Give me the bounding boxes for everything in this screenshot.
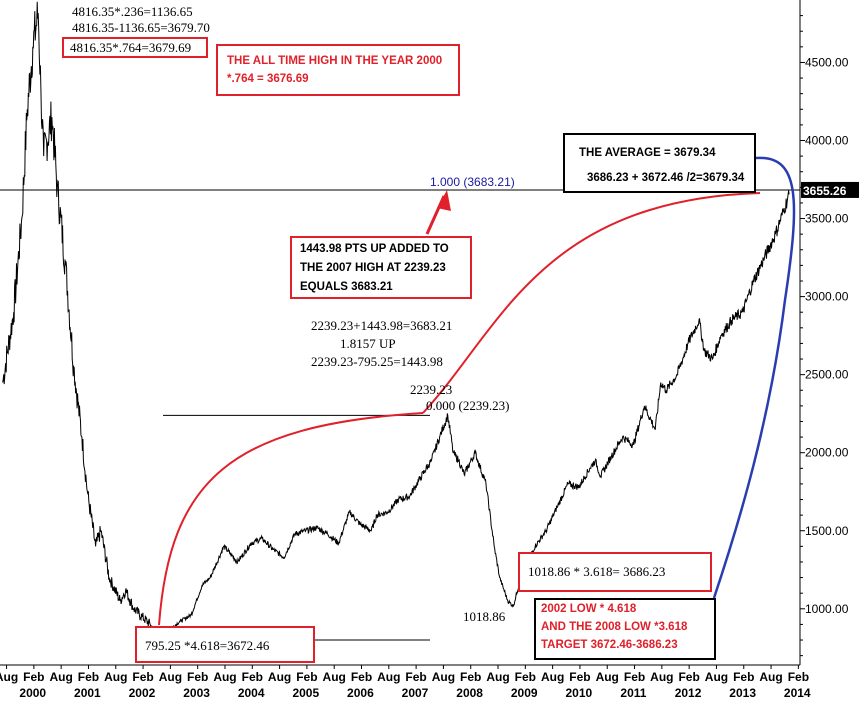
last-price-label: 3655.26 bbox=[803, 184, 847, 198]
ath-line-2: *.764 = 3676.69 bbox=[227, 73, 309, 85]
x-month-label: Feb bbox=[733, 670, 754, 684]
price-series-line bbox=[2, 1, 790, 644]
x-month-label: Aug bbox=[759, 670, 782, 684]
x-month-label: Feb bbox=[187, 670, 208, 684]
x-year-label: 2010 bbox=[565, 686, 592, 700]
x-month-label: Feb bbox=[132, 670, 153, 684]
x-month-label: Aug bbox=[323, 670, 346, 684]
x-month-label: Feb bbox=[23, 670, 44, 684]
x-year-label: 2008 bbox=[456, 686, 483, 700]
y-tick-label: 4500.00 bbox=[805, 55, 849, 69]
low-2008-box: 1018.86 * 3.618= 3686.23 bbox=[518, 552, 712, 592]
y-tick-label: 1000.00 bbox=[805, 602, 849, 616]
x-month-label: Aug bbox=[541, 670, 564, 684]
x-month-label: Feb bbox=[405, 670, 426, 684]
target-line-1: 2002 LOW * 4.618 bbox=[541, 603, 637, 615]
average-box: THE AVERAGE = 3679.34 3686.23 + 3672.46 … bbox=[563, 133, 756, 193]
average-line-1: THE AVERAGE = 3679.34 bbox=[579, 147, 716, 159]
x-month-label: Aug bbox=[159, 670, 182, 684]
x-month-label: Aug bbox=[650, 670, 673, 684]
y-tick-label: 2500.00 bbox=[805, 368, 849, 382]
x-month-label: Aug bbox=[213, 670, 236, 684]
series-layer bbox=[2, 1, 790, 644]
x-year-label: 2002 bbox=[129, 686, 156, 700]
header-box: 4816.35*.764=3679.69 bbox=[62, 37, 208, 58]
x-year-label: 2005 bbox=[292, 686, 319, 700]
x-year-label: 2003 bbox=[183, 686, 210, 700]
red-curve-2008-to-target bbox=[422, 192, 761, 414]
calc-line-2: 1.8157 UP bbox=[340, 336, 396, 351]
x-year-label: 2013 bbox=[729, 686, 756, 700]
x-month-label: Aug bbox=[104, 670, 127, 684]
x-month-label: Feb bbox=[296, 670, 317, 684]
y-tick-label: 4000.00 bbox=[805, 133, 849, 147]
low-2008-calc: 1018.86 * 3.618= 3686.23 bbox=[528, 564, 666, 579]
x-month-label: Feb bbox=[515, 670, 536, 684]
x-month-label: Aug bbox=[486, 670, 509, 684]
x-year-label: 2007 bbox=[402, 686, 429, 700]
x-month-label: Aug bbox=[49, 670, 72, 684]
fib-top-label: 1.000 (3683.21) bbox=[430, 175, 515, 189]
low-2002-calc: 795.25 *4.618=3672.46 bbox=[145, 638, 270, 653]
x-month-label: Feb bbox=[678, 670, 699, 684]
x-month-label: Aug bbox=[377, 670, 400, 684]
x-month-label: Feb bbox=[788, 670, 809, 684]
x-month-label: Feb bbox=[569, 670, 590, 684]
calc-line-3: 2239.23-795.25=1443.98 bbox=[311, 354, 443, 369]
header-line-1: 4816.35*.236=1136.65 bbox=[72, 4, 193, 19]
tick-labels: 1000.00 1500.00 2000.00 2500.00 3000.00 3500.… bbox=[0, 55, 849, 700]
y-tick-label: 3000.00 bbox=[805, 290, 849, 304]
low-2008-label: 1018.86 bbox=[463, 609, 506, 624]
x-month-label: Aug bbox=[596, 670, 619, 684]
x-month-label: Aug bbox=[0, 670, 18, 684]
calc-line-1: 2239.23+1443.98=3683.21 bbox=[311, 318, 453, 333]
target-box: 2002 LOW * 4.618 AND THE 2008 LOW *3.618… bbox=[534, 598, 716, 660]
red-curve-2002-to-2007 bbox=[158, 412, 424, 626]
x-year-label: 2014 bbox=[784, 686, 811, 700]
x-month-label: Feb bbox=[624, 670, 645, 684]
header-line-2: 4816.35-1136.65=3679.70 bbox=[72, 20, 210, 35]
x-month-label: Aug bbox=[268, 670, 291, 684]
x-year-label: 2012 bbox=[675, 686, 702, 700]
pts-line-3: EQUALS 3683.21 bbox=[300, 281, 393, 293]
red-arrow-head bbox=[437, 190, 451, 211]
pts-line-1: 1443.98 PTS UP ADDED TO bbox=[300, 243, 449, 255]
axes bbox=[0, 0, 859, 669]
average-line-2: 3686.23 + 3672.46 /2=3679.34 bbox=[587, 172, 745, 184]
header-box-text: 4816.35*.764=3679.69 bbox=[70, 40, 192, 55]
x-year-label: 2011 bbox=[620, 686, 646, 700]
x-year-label: 2004 bbox=[238, 686, 265, 700]
x-month-label: Feb bbox=[78, 670, 99, 684]
y-tick-label: 2000.00 bbox=[805, 446, 849, 460]
last-price-badge bbox=[801, 181, 859, 198]
x-year-label: 2009 bbox=[511, 686, 538, 700]
x-year-label: 2001 bbox=[74, 686, 101, 700]
x-year-label: 2006 bbox=[347, 686, 374, 700]
low-2002-box: 795.25 *4.618=3672.46 bbox=[135, 626, 315, 663]
annotation-curves bbox=[158, 156, 796, 626]
x-year-label: 2000 bbox=[19, 686, 46, 700]
blue-curve-target bbox=[712, 156, 796, 599]
x-month-label: Aug bbox=[705, 670, 728, 684]
y-tick-label: 1500.00 bbox=[805, 524, 849, 538]
ath-line-1: THE ALL TIME HIGH IN THE YEAR 2000 bbox=[227, 55, 443, 67]
all-time-high-box: THE ALL TIME HIGH IN THE YEAR 2000 *.764… bbox=[216, 44, 460, 96]
points-up-box: 1443.98 PTS UP ADDED TO THE 2007 HIGH AT… bbox=[290, 236, 472, 299]
peak-2007-label: 2239.23 bbox=[410, 382, 453, 397]
fib-zero-label: 0.000 (2239.23) bbox=[426, 398, 510, 413]
x-month-label: Aug bbox=[432, 670, 455, 684]
pts-line-2: THE 2007 HIGH AT 2239.23 bbox=[300, 262, 446, 274]
target-line-3: TARGET 3672.46-3686.23 bbox=[541, 639, 678, 651]
x-month-label: Feb bbox=[351, 670, 372, 684]
y-tick-label: 3500.00 bbox=[805, 212, 849, 226]
target-line-2: AND THE 2008 LOW *3.618 bbox=[541, 621, 688, 633]
x-month-label: Feb bbox=[242, 670, 263, 684]
x-month-label: Feb bbox=[460, 670, 481, 684]
